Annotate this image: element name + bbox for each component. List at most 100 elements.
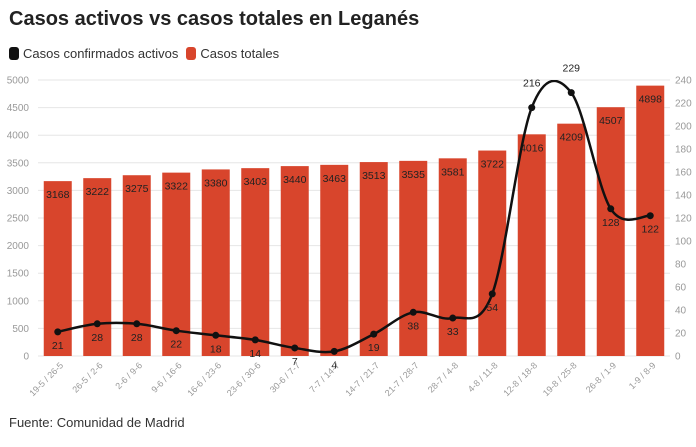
legend-item-total[interactable]: Casos totales [186,46,279,61]
bar-value-label: 3275 [125,183,149,195]
y-left-tick-label: 1500 [7,269,30,280]
bar-value-label: 3535 [402,169,426,181]
x-tick-label: 2-6 / 9-6 [113,360,144,391]
line-point [528,104,536,112]
chart-title: Casos activos vs casos totales en Legané… [9,8,420,30]
bar-value-label: 3722 [481,159,505,171]
bar-value-label: 3403 [244,176,268,188]
x-tick-label: 19-5 / 26-5 [27,360,65,398]
line-value-label: 122 [641,224,659,236]
line-value-label: 216 [523,78,541,90]
line-point [54,328,62,336]
line-value-label: 22 [170,339,182,351]
line-value-label: 18 [210,343,222,355]
line-value-label: 33 [447,326,459,338]
combo-chart: 0500100015002000250030003500400045005000… [7,63,692,399]
y-right-tick-label: 160 [675,168,692,179]
x-tick-label: 26-8 / 1-9 [584,360,618,394]
legend-label-active: Casos confirmados activos [23,46,179,61]
line-point [291,344,299,352]
line-point [409,308,417,316]
y-right-tick-label: 120 [675,214,692,225]
y-left-tick-label: 2000 [7,241,30,252]
line-point [330,347,338,355]
x-tick-label: 9-6 / 16-6 [149,360,183,394]
y-left-tick-label: 0 [23,352,29,363]
x-tick-label: 23-6 / 30-6 [225,360,263,398]
x-tick-label: 4-8 / 11-8 [466,360,500,394]
x-tick-label: 7-7 / 14-7 [307,360,341,394]
y-left-tick-label: 500 [12,324,29,335]
y-right-tick-label: 200 [675,122,692,133]
line-value-label: 28 [91,332,103,344]
line-point [567,89,575,97]
line-point [172,327,180,335]
x-tick-label: 1-9 / 8-9 [627,360,658,391]
y-left-tick-label: 1000 [7,296,30,307]
bar-labels: 3168 3222 3275 3322 3380 3403 3440 3463 3513 3535… [46,94,662,201]
bar [162,172,191,356]
bar [122,175,151,356]
x-tick-label: 28-7 / 4-8 [426,360,460,394]
y-left-tick-label: 3500 [7,158,30,169]
x-tick-label: 19-8 / 25-8 [541,360,579,398]
bar [557,123,586,356]
bar [43,181,72,356]
legend-swatch-total [186,47,197,60]
y-left-tick-label: 2500 [7,214,30,225]
y-right-tick-label: 40 [675,306,687,317]
x-tick-label: 16-6 / 23-6 [185,360,223,398]
bar [320,164,349,356]
bar-value-label: 3380 [204,177,228,189]
legend: Casos confirmados activos Casos totales [9,46,287,61]
legend-label-total: Casos totales [200,46,280,61]
line-value-label: 7 [292,356,298,368]
x-tick-label: 12-8 / 18-8 [501,360,539,398]
bar [280,166,309,356]
line-point [488,290,496,298]
source-note: Fuente: Comunidad de Madrid [9,415,185,430]
x-tick-label: 26-5 / 2-6 [70,360,104,394]
line-point [370,330,378,338]
line-value-label: 54 [486,302,498,314]
line-point [212,331,220,339]
y-right-tick-label: 20 [675,329,687,340]
y-right-tick-label: 140 [675,191,692,202]
line-point [133,320,141,328]
line-point [251,336,259,344]
right-axis: 0 20 40 60 80 100 120 140 160 180 200 220 240 [675,76,692,363]
y-left-tick-label: 5000 [7,76,30,87]
bar-value-label: 3440 [283,174,307,186]
bar [517,134,546,356]
legend-item-active[interactable]: Casos confirmados activos [9,46,178,61]
bar-value-label: 4898 [639,94,663,106]
bar [241,168,270,356]
line-value-label: 38 [407,320,419,332]
line-value-label: 14 [249,348,261,360]
x-axis: 19-5 / 26-5 26-5 / 2-6 2-6 / 9-6 9-6 / 16-6… [27,360,657,398]
bar-value-label: 3222 [86,186,110,198]
y-right-tick-label: 180 [675,145,692,156]
bar [438,158,467,356]
left-axis: 0 500 1000 1500 2000 2500 3000 3500 4000 4500 5000 [7,76,30,363]
y-right-tick-label: 100 [675,237,692,248]
bar-value-label: 3513 [362,170,386,182]
active-cases-line [54,80,654,355]
line-point [93,320,101,328]
bar-value-label: 3168 [46,189,70,201]
legend-swatch-active [9,47,19,60]
line-point [646,212,654,220]
y-right-tick-label: 220 [675,99,692,110]
line-value-label: 19 [368,342,380,354]
line-value-label: 4 [331,359,337,371]
y-left-tick-label: 3000 [7,186,30,197]
bar-value-label: 4016 [520,142,544,154]
bar [399,160,428,356]
y-left-tick-label: 4000 [7,131,30,142]
bar-value-label: 3322 [165,181,189,193]
bar [636,85,665,356]
x-tick-label: 30-6 / 7-7 [268,360,302,394]
bar-value-label: 4209 [560,132,584,144]
line-point [449,314,457,322]
line-labels: 21 28 28 22 18 14 7 4 19 38 33 54 216 229 128 122 [52,63,659,372]
